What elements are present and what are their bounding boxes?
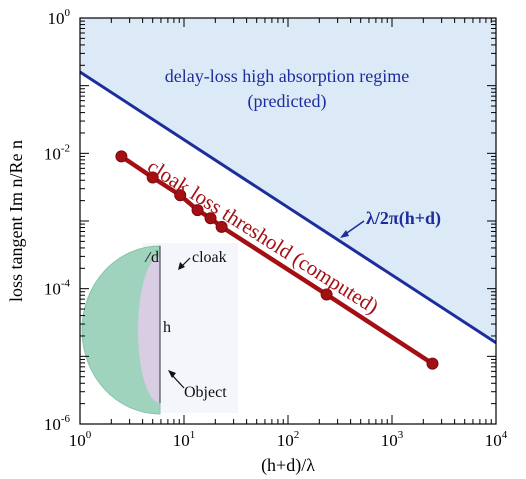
data-point-6 — [215, 220, 228, 233]
region-label: delay-loss high absorption regime — [165, 66, 409, 86]
data-point-8 — [426, 357, 439, 370]
y-tick-label: 100 — [48, 7, 71, 28]
region-sublabel: (predicted) — [248, 91, 327, 112]
cloak-threshold-markers — [115, 150, 439, 370]
inset-label-object: Object — [184, 384, 227, 401]
x-tick-label: 102 — [277, 429, 300, 450]
y-tick-label: 10-4 — [44, 278, 71, 299]
blue-line-pointer-arrowhead — [340, 230, 349, 238]
inset-label-h: h — [163, 319, 171, 336]
absorption-region — [80, 18, 496, 343]
data-point-3 — [174, 189, 187, 202]
data-point-4 — [191, 204, 204, 217]
data-point-1 — [115, 150, 128, 163]
cloak-inset-diagram: d h cloak Object — [81, 243, 238, 415]
object-shape — [138, 257, 160, 403]
series-line-lambda-bound — [79, 70, 497, 344]
blue-line-pointer — [343, 220, 365, 236]
data-point-7 — [320, 288, 333, 301]
x-axis-label: (h+d)/λ — [261, 455, 315, 476]
cloak-pointer-arrowhead — [178, 262, 185, 270]
x-tick-label: 100 — [69, 429, 92, 450]
inset-label-d: d — [151, 249, 159, 266]
blue-line-label: λ/2π(h+d) — [366, 208, 441, 229]
data-point-2 — [146, 171, 159, 184]
y-axis-label: loss tangent Im n/Re n — [6, 140, 26, 302]
cloak-shell — [81, 245, 161, 415]
object-pointer-arrowhead — [168, 370, 176, 378]
axis-tick-labels: 100 101 102 103 104 100 10-2 10-4 10-6 — [44, 7, 508, 450]
x-tick-label: 104 — [485, 429, 508, 450]
x-tick-label: 101 — [173, 429, 196, 450]
axis-ticks — [79, 17, 497, 425]
x-tick-label: 103 — [381, 429, 404, 450]
inset-label-cloak: cloak — [192, 249, 227, 266]
y-tick-label: 10-6 — [44, 413, 71, 434]
data-point-5 — [204, 212, 217, 225]
inset-d-tick — [144, 251, 152, 263]
y-tick-label: 10-2 — [44, 142, 70, 163]
